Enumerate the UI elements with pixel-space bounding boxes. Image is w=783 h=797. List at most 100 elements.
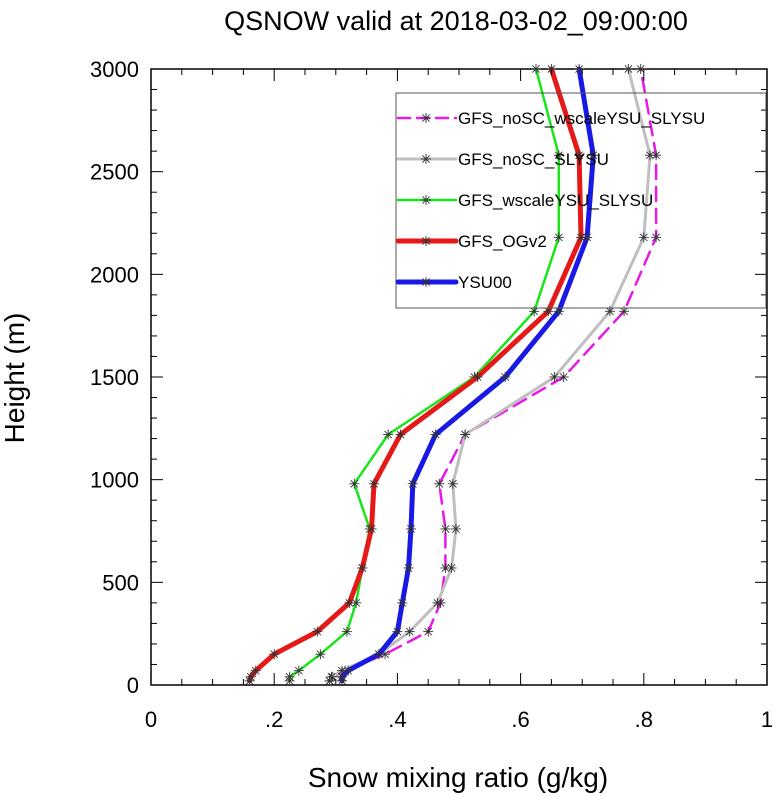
data-point-marker [405,523,416,534]
marker-stroke [404,564,413,572]
marker-stroke [606,307,614,316]
y-axis-title: Height (m) [0,313,30,444]
legend-item: YSU00 [395,273,512,292]
data-point-marker [344,597,355,608]
data-point-marker [421,277,431,287]
marker-stroke [441,525,450,533]
marker-stroke [577,233,585,242]
data-point-marker [553,232,564,243]
marker-stroke [393,627,402,636]
data-point-marker [315,649,326,660]
data-point-marker [326,671,337,682]
y-tick-label: 0 [127,673,139,698]
marker-stroke [407,525,415,533]
marker-stroke [375,650,383,659]
marker-stroke [327,672,336,681]
data-point-marker [397,597,408,608]
marker-stroke [652,233,661,242]
y-tick-label: 1500 [90,365,139,390]
y-tick-label: 3000 [90,57,139,82]
data-point-marker [341,626,352,637]
marker-stroke [424,627,433,636]
x-tick-label: 1 [761,707,773,732]
marker-stroke [433,598,442,607]
series-GFS_OGv2 [244,64,586,686]
data-point-marker [582,232,593,243]
marker-stroke [246,672,255,681]
marker-stroke [422,155,430,163]
marker-stroke [620,307,629,316]
series-YSU00 [336,64,599,686]
legend-label: GFS_OGv2 [458,232,547,251]
marker-stroke [285,672,294,681]
data-point-marker [357,562,368,573]
legend-item: GFS_OGv2 [395,232,547,251]
legend: GFS_noSC_wscaleYSU_SLYSU GFS_noSC_SLYSU GF… [395,92,767,309]
data-point-marker [460,429,471,440]
data-point-marker [245,671,256,682]
marker-stroke [422,278,430,286]
data-point-marker [450,523,461,534]
marker-stroke [554,233,563,242]
marker-stroke [544,307,553,316]
marker-stroke [646,151,654,160]
marker-stroke [422,237,430,245]
marker-stroke [532,65,540,73]
data-point-marker [440,523,451,534]
data-point-marker [421,236,431,246]
legend-item: GFS_wscaleYSU_SLYSU [396,191,653,210]
data-point-marker [383,429,394,440]
data-point-marker [423,626,434,637]
marker-stroke [559,373,568,381]
marker-stroke [345,598,354,607]
x-tick-label: 0 [145,707,157,732]
legend-label: GFS_noSC_wscaleYSU_SLYSU [458,109,705,128]
marker-stroke [251,666,260,675]
data-point-marker [336,671,347,682]
marker-stroke [294,666,303,675]
legend-label: YSU00 [458,273,512,292]
marker-stroke [624,65,633,73]
y-tick-label: 2500 [90,160,139,185]
marker-stroke [473,373,482,381]
marker-stroke [325,676,334,685]
data-point-marker [432,597,443,608]
x-tick-label: .6 [511,707,529,732]
data-point-marker [472,372,483,382]
marker-stroke [344,666,353,675]
marker-stroke [408,479,417,488]
data-point-marker [421,195,431,205]
marker-stroke [447,564,456,572]
marker-stroke [381,650,389,659]
marker-stroke [575,151,584,160]
chart-title: QSNOW valid at 2018-03-02_09:00:00 [224,6,688,36]
marker-stroke [452,525,460,533]
data-point-marker [269,649,280,660]
data-point-marker [407,478,418,489]
marker-stroke [396,430,405,439]
data-point-marker [421,154,431,164]
data-point-marker [644,150,655,161]
marker-stroke [461,430,470,439]
data-point-marker [395,429,406,440]
data-point-marker [343,665,354,676]
y-tick-label: 2000 [90,262,139,287]
x-tick-label: .8 [635,707,653,732]
data-point-marker [293,665,304,676]
marker-stroke [575,65,584,73]
marker-stroke [448,479,457,488]
marker-stroke [583,233,592,242]
data-point-marker [638,232,649,243]
marker-stroke [422,196,430,204]
data-point-marker [558,372,569,382]
marker-stroke [554,151,563,160]
marker-stroke [338,672,346,681]
marker-stroke [350,479,359,488]
data-point-marker [553,150,564,161]
marker-stroke [501,373,510,381]
data-point-marker [575,232,586,243]
marker-stroke [636,65,645,73]
marker-stroke [652,151,661,160]
legend-box [395,92,767,309]
